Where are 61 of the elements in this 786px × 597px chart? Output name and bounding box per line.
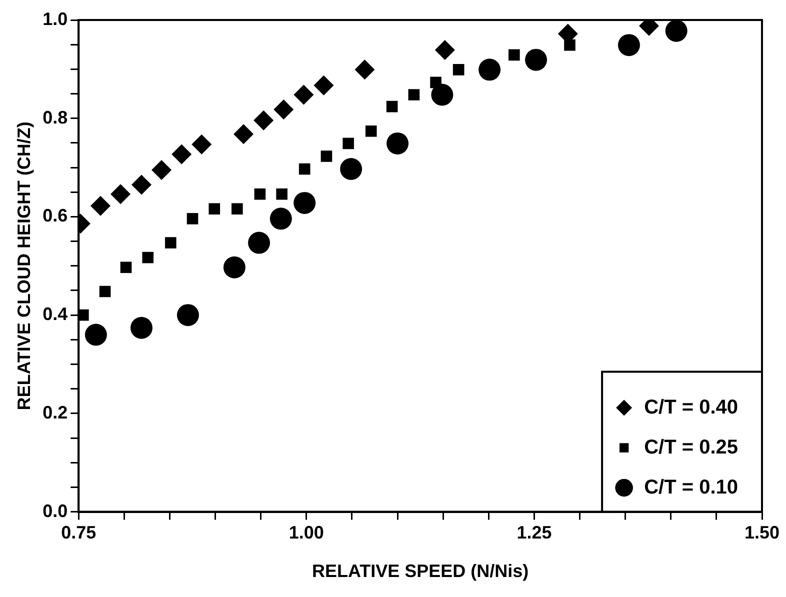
point: [142, 252, 154, 264]
legend-label: C/T = 0.25: [644, 436, 738, 458]
point: [254, 188, 266, 200]
point: [208, 203, 220, 215]
y-tick-label: 0.0: [42, 500, 68, 521]
x-axis-title: RELATIVE SPEED (N/Nis): [312, 561, 529, 582]
point: [386, 100, 398, 112]
point: [176, 304, 199, 326]
point: [274, 100, 294, 120]
point: [164, 237, 176, 248]
y-tick-label: 0.4: [42, 304, 68, 324]
point: [408, 89, 420, 100]
x-tick-label: 1.00: [288, 522, 324, 543]
point: [254, 110, 274, 130]
point: [130, 316, 152, 339]
point: [234, 124, 254, 144]
point: [192, 134, 212, 154]
y-axis-title: RELATIVE CLOUD HEIGHT (CH/Z): [14, 122, 34, 410]
y-tick-label: 0.6: [42, 206, 68, 226]
x-tick-label: 1.50: [744, 522, 780, 543]
point: [665, 20, 688, 42]
point: [270, 208, 292, 230]
y-tick-label: 0.2: [42, 402, 68, 422]
point: [131, 174, 152, 195]
point: [120, 262, 132, 274]
point: [354, 60, 375, 80]
y-tick-label: 0.8: [42, 107, 68, 128]
legend-label: C/T = 0.40: [644, 396, 738, 418]
point: [298, 163, 310, 175]
point: [84, 324, 107, 346]
point: [320, 150, 332, 162]
point: [223, 256, 246, 278]
point: [110, 184, 131, 204]
x-tick-label: 1.25: [516, 522, 552, 543]
point: [248, 232, 270, 254]
point: [618, 34, 640, 56]
point: [99, 286, 111, 298]
point: [90, 196, 110, 216]
point: [452, 64, 464, 76]
y-tick-label: 1.0: [42, 8, 68, 29]
point: [525, 48, 548, 71]
point: [386, 132, 409, 154]
legend-label: C/T = 0.10: [644, 476, 738, 498]
point: [186, 213, 198, 224]
point: [294, 192, 316, 214]
point: [365, 125, 377, 137]
point: [78, 309, 89, 321]
point: [172, 144, 192, 164]
point: [508, 49, 520, 61]
point: [431, 84, 454, 106]
point: [430, 76, 442, 88]
point: [478, 58, 501, 81]
x-tick-label: 0.75: [61, 522, 96, 543]
point: [314, 75, 334, 96]
point: [232, 203, 243, 215]
point: [276, 188, 288, 200]
point: [340, 158, 362, 180]
point: [152, 160, 172, 180]
point: [434, 40, 455, 60]
point: [342, 138, 354, 150]
point: [294, 84, 314, 105]
